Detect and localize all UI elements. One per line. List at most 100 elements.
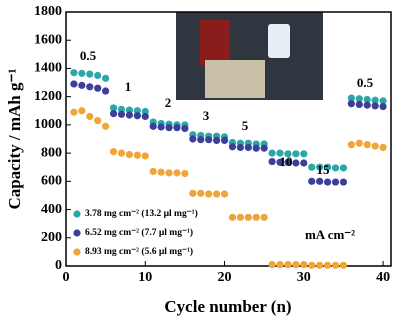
data-point: [276, 158, 284, 166]
rate-label: 2: [165, 95, 172, 110]
data-point: [284, 260, 292, 269]
rate-label: 1: [125, 79, 132, 94]
data-point: [379, 97, 387, 105]
inset-cell: [205, 60, 265, 98]
data-point: [331, 164, 340, 172]
data-point: [316, 177, 324, 185]
data-point: [220, 136, 229, 145]
data-point: [292, 260, 300, 269]
rate-label: mA cm⁻²: [305, 227, 355, 242]
legend-marker: [73, 248, 81, 256]
data-point: [347, 141, 355, 149]
legend-marker: [73, 210, 81, 218]
data-point: [133, 107, 141, 115]
data-point: [339, 164, 348, 172]
data-point: [308, 261, 316, 269]
data-point: [300, 260, 308, 269]
rate-label: 10: [280, 154, 293, 169]
rate-label: 15: [317, 162, 331, 177]
data-point: [308, 177, 316, 185]
data-point: [102, 87, 110, 95]
data-point: [371, 102, 379, 110]
data-point: [165, 124, 173, 132]
data-point: [149, 167, 157, 176]
data-point: [86, 70, 94, 78]
data-point: [94, 84, 102, 92]
data-point: [228, 213, 237, 221]
x-tick-label: 10: [138, 270, 152, 285]
legend-label: 3.78 mg cm⁻² (13.2 µl mg⁻¹): [85, 208, 198, 219]
data-point: [331, 261, 340, 269]
rate-label: 0.5: [80, 48, 97, 63]
data-point: [109, 148, 118, 156]
data-point: [252, 144, 260, 152]
y-axis-label: Capacity / mAh g⁻¹: [5, 68, 24, 209]
data-point: [363, 141, 371, 149]
data-point: [213, 190, 221, 198]
data-point: [268, 157, 276, 166]
x-tick-label: 30: [297, 270, 311, 285]
y-tick-label: 200: [41, 230, 62, 245]
rate-label: 0.5: [357, 75, 374, 90]
data-point: [141, 152, 149, 160]
x-axis-label: Cycle number (n): [164, 297, 291, 316]
data-point: [197, 189, 205, 197]
data-point: [125, 111, 134, 119]
data-point: [316, 163, 324, 171]
data-point: [268, 149, 276, 157]
data-point: [244, 143, 252, 152]
data-point: [78, 81, 86, 89]
data-point: [86, 112, 94, 121]
data-point: [347, 100, 355, 108]
y-tick-label: 1200: [34, 89, 62, 104]
data-point: [205, 190, 213, 198]
data-point: [323, 178, 332, 186]
x-tick-label: 40: [376, 270, 390, 285]
legend-marker: [73, 229, 81, 237]
data-point: [276, 260, 284, 269]
data-point: [260, 144, 268, 152]
data-point: [133, 112, 141, 120]
inset-multimeter: [200, 20, 230, 65]
data-point: [78, 69, 86, 77]
data-point: [363, 95, 371, 104]
data-point: [70, 69, 78, 77]
y-tick-label: 400: [41, 202, 62, 217]
legend-label: 8.93 mg cm⁻² (5.6 µl mg⁻¹): [85, 246, 193, 257]
data-point: [181, 169, 189, 178]
x-tick-label: 20: [218, 270, 232, 285]
data-point: [268, 260, 276, 269]
plot-frame: [65, 11, 392, 267]
y-tick-label: 600: [41, 174, 62, 189]
data-point: [236, 213, 244, 221]
data-point: [244, 213, 252, 221]
data-point: [70, 80, 78, 88]
data-point: [260, 213, 268, 221]
data-point: [371, 142, 379, 150]
data-point: [213, 136, 221, 145]
rate-label: 3: [203, 108, 210, 123]
y-tick-label: 1400: [34, 61, 62, 76]
data-point: [339, 178, 348, 186]
data-point: [157, 123, 165, 131]
data-point: [300, 159, 308, 167]
data-point: [331, 178, 340, 186]
y-tick-label: 1000: [34, 117, 62, 132]
data-point: [363, 101, 371, 109]
data-point: [109, 110, 118, 118]
data-point: [117, 110, 126, 118]
data-point: [94, 117, 102, 125]
data-point: [205, 136, 213, 144]
data-point: [323, 163, 332, 171]
data-point: [308, 163, 316, 171]
data-point: [355, 95, 363, 103]
data-point: [220, 190, 229, 198]
data-point: [355, 139, 363, 147]
data-point: [355, 100, 363, 109]
data-point: [300, 150, 308, 158]
data-point: [125, 150, 134, 159]
x-tick-label: 0: [63, 270, 70, 285]
data-point: [197, 136, 205, 144]
data-point: [379, 143, 387, 152]
